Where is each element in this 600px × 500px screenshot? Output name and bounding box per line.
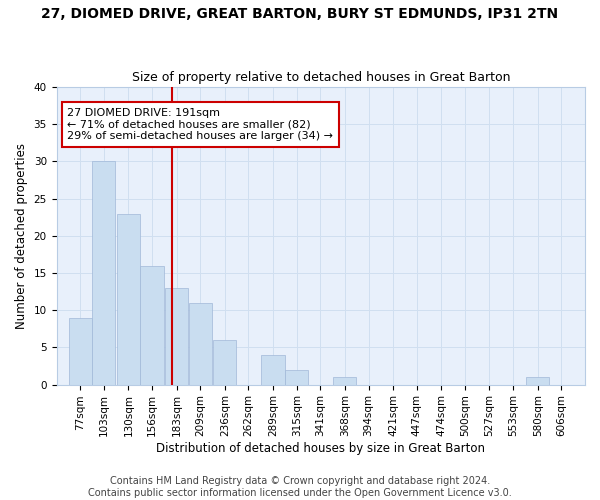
Text: 27 DIOMED DRIVE: 191sqm
← 71% of detached houses are smaller (82)
29% of semi-de: 27 DIOMED DRIVE: 191sqm ← 71% of detache…	[67, 108, 333, 141]
Bar	[213, 340, 236, 384]
Bar	[285, 370, 308, 384]
Bar	[188, 303, 212, 384]
Bar	[333, 377, 356, 384]
Text: Contains HM Land Registry data © Crown copyright and database right 2024.
Contai: Contains HM Land Registry data © Crown c…	[88, 476, 512, 498]
Bar	[92, 162, 115, 384]
Bar	[165, 288, 188, 384]
X-axis label: Distribution of detached houses by size in Great Barton: Distribution of detached houses by size …	[156, 442, 485, 455]
Bar	[526, 377, 549, 384]
Bar	[140, 266, 164, 384]
Text: 27, DIOMED DRIVE, GREAT BARTON, BURY ST EDMUNDS, IP31 2TN: 27, DIOMED DRIVE, GREAT BARTON, BURY ST …	[41, 8, 559, 22]
Bar	[117, 214, 140, 384]
Bar	[262, 355, 284, 384]
Title: Size of property relative to detached houses in Great Barton: Size of property relative to detached ho…	[131, 72, 510, 85]
Y-axis label: Number of detached properties: Number of detached properties	[15, 143, 28, 329]
Bar	[68, 318, 92, 384]
